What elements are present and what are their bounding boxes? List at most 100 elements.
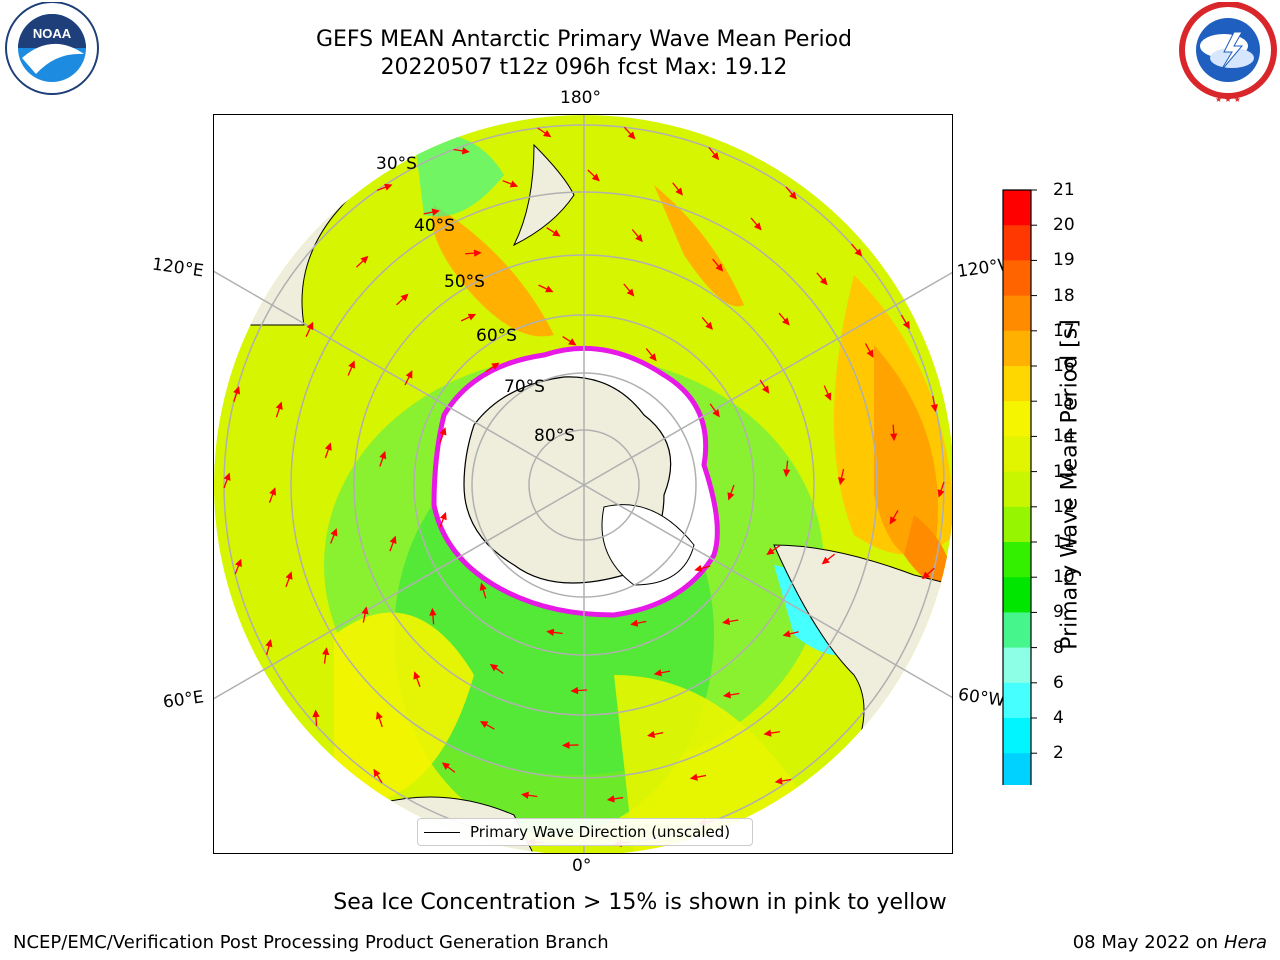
colorbar-segment — [1003, 506, 1031, 543]
colorbar-tick-label: 12 — [1053, 496, 1075, 517]
colorbar-tick-label: 11 — [1053, 532, 1075, 552]
legend-label: Primary Wave Direction (unscaled) — [470, 823, 731, 841]
wave-direction-arrowhead — [479, 582, 487, 591]
wave-direction-arrowhead — [890, 433, 898, 442]
wave-direction-arrowhead — [361, 606, 369, 615]
graticule — [214, 115, 952, 853]
colorbar-segment — [1003, 612, 1031, 649]
polar-map: 30°S 40°S 50°S 60°S 70°S 80°S Primary Wa… — [213, 114, 953, 854]
wave-direction-arrowhead — [653, 669, 662, 677]
wave-direction-arrowhead — [889, 516, 897, 525]
wave-direction-arrowhead — [543, 129, 552, 138]
wave-direction-arrowhead — [722, 691, 732, 699]
wave-direction-arrowhead — [473, 249, 482, 257]
colorbar-tick-label: 20 — [1053, 215, 1075, 236]
colorbar-segment — [1003, 718, 1031, 754]
wave-direction-arrowhead — [348, 360, 356, 369]
wave-direction-arrowhead — [722, 617, 731, 626]
colorbar-tick-label: 19 — [1053, 250, 1075, 271]
wave-direction-arrowhead — [782, 630, 791, 638]
wave-direction-arrowhead — [570, 686, 579, 695]
wave-direction-arrowhead — [373, 768, 381, 778]
wave-direction-arrowhead — [766, 547, 775, 555]
wave-direction-arrowhead — [479, 721, 489, 728]
lat-label-40s: 40°S — [414, 216, 455, 236]
wave-direction-arrowhead — [694, 564, 703, 572]
lon-label-0: 0° — [572, 856, 592, 876]
wave-direction-arrowhead — [429, 607, 437, 616]
colorbar-segment — [1003, 225, 1031, 261]
wave-direction-arrowhead — [561, 741, 570, 749]
colorbar-segment — [1003, 295, 1031, 332]
wave-direction-arrowhead — [753, 222, 762, 231]
wave-direction-arrowhead — [546, 628, 555, 636]
polar-map-svg: 30°S 40°S 50°S 60°S 70°S 80°S — [214, 115, 952, 853]
colorbar-label: Primary Wave Mean Period [s] — [1057, 319, 1083, 650]
wave-direction-arrowhead — [783, 469, 791, 478]
colorbar-tick-label: 17 — [1053, 320, 1075, 341]
wave-direction-arrowhead — [552, 229, 561, 237]
wave-direction-arrowhead — [235, 558, 242, 568]
wave-direction-arrowhead — [930, 404, 938, 413]
colorbar-tick-label: 6 — [1053, 672, 1064, 693]
wave-direction-arrowhead — [306, 321, 314, 331]
legend-line-icon — [424, 831, 460, 833]
wave-direction-arrowhead — [819, 277, 828, 286]
colorbar-tick-label: 4 — [1053, 708, 1064, 728]
colorbar-segment — [1003, 471, 1031, 508]
wave-direction-arrowhead — [763, 729, 772, 737]
wave-direction-arrowhead — [461, 147, 470, 155]
wave-direction-arrowhead — [821, 556, 830, 565]
wave-direction-arrowhead — [405, 370, 413, 379]
wave-direction-arrowhead — [360, 255, 369, 264]
lat-label-50s: 50°S — [444, 272, 485, 292]
colorbar-segment — [1003, 436, 1031, 473]
colorbar-tick-label: 14 — [1053, 426, 1075, 447]
wave-direction-arrowhead — [866, 349, 874, 358]
colorbar-segment — [1003, 577, 1031, 613]
lat-label-30s: 30°S — [376, 154, 417, 174]
colorbar-segment — [1003, 682, 1031, 719]
wave-direction-arrowhead — [489, 663, 499, 672]
colorbar-tick-label: 2 — [1053, 743, 1064, 764]
wave-direction-arrowhead — [649, 353, 657, 362]
wave-direction-arrowhead — [761, 385, 770, 394]
nws-logo: ★ ★ ★ — [1176, 1, 1280, 106]
wave-direction-arrowhead — [921, 571, 931, 580]
wave-direction-arrowhead — [630, 619, 639, 627]
lon-label-120e: 120°E — [150, 254, 205, 282]
wave-direction-arrowhead — [774, 777, 783, 785]
wave-direction-arrowhead — [441, 762, 451, 770]
colorbar-tick-label: 10 — [1053, 567, 1075, 588]
wave-direction-arrowhead — [727, 492, 735, 501]
wave-direction-arrowhead — [265, 638, 273, 648]
wave-direction-arrowhead — [322, 647, 330, 656]
colorbar-segment — [1003, 366, 1031, 402]
colorbar-segment — [1003, 753, 1031, 785]
wave-direction-arrowhead — [715, 263, 724, 272]
colorbar-segment — [1003, 330, 1031, 367]
svg-text:NOAA: NOAA — [33, 26, 72, 41]
wave-direction-arrowhead — [324, 442, 332, 451]
wave-direction-arrowhead — [439, 511, 447, 521]
footer-credit: NCEP/EMC/Verification Post Processing Pr… — [13, 932, 609, 953]
chart-subtitle: 20220507 t12z 096h fcst Max: 19.12 — [380, 55, 788, 80]
wave-direction-arrowhead — [233, 386, 241, 395]
wave-direction-arrowhead — [431, 208, 440, 216]
colorbar-tick-label: 18 — [1053, 285, 1075, 306]
colorbar-segment — [1003, 401, 1031, 437]
wave-direction-arrowhead — [285, 571, 293, 580]
wave-direction-arrowhead — [568, 338, 577, 346]
colorbar-segment — [1003, 260, 1031, 297]
wave-direction-arrowhead — [520, 791, 529, 799]
wave-direction-arrowhead — [375, 711, 383, 720]
wave-direction-arrowhead — [223, 472, 231, 481]
colorbar-tick-label: 15 — [1053, 391, 1075, 412]
wave-direction-arrowhead — [606, 795, 615, 803]
lon-label-180: 180° — [560, 88, 601, 108]
lon-label-60e: 60°E — [161, 687, 206, 713]
colorbar-tick-label: 13 — [1053, 461, 1075, 482]
wave-direction-arrowhead — [854, 248, 863, 257]
colorbar-tick-label: 9 — [1053, 602, 1064, 623]
wave-direction-arrowhead — [400, 293, 409, 302]
